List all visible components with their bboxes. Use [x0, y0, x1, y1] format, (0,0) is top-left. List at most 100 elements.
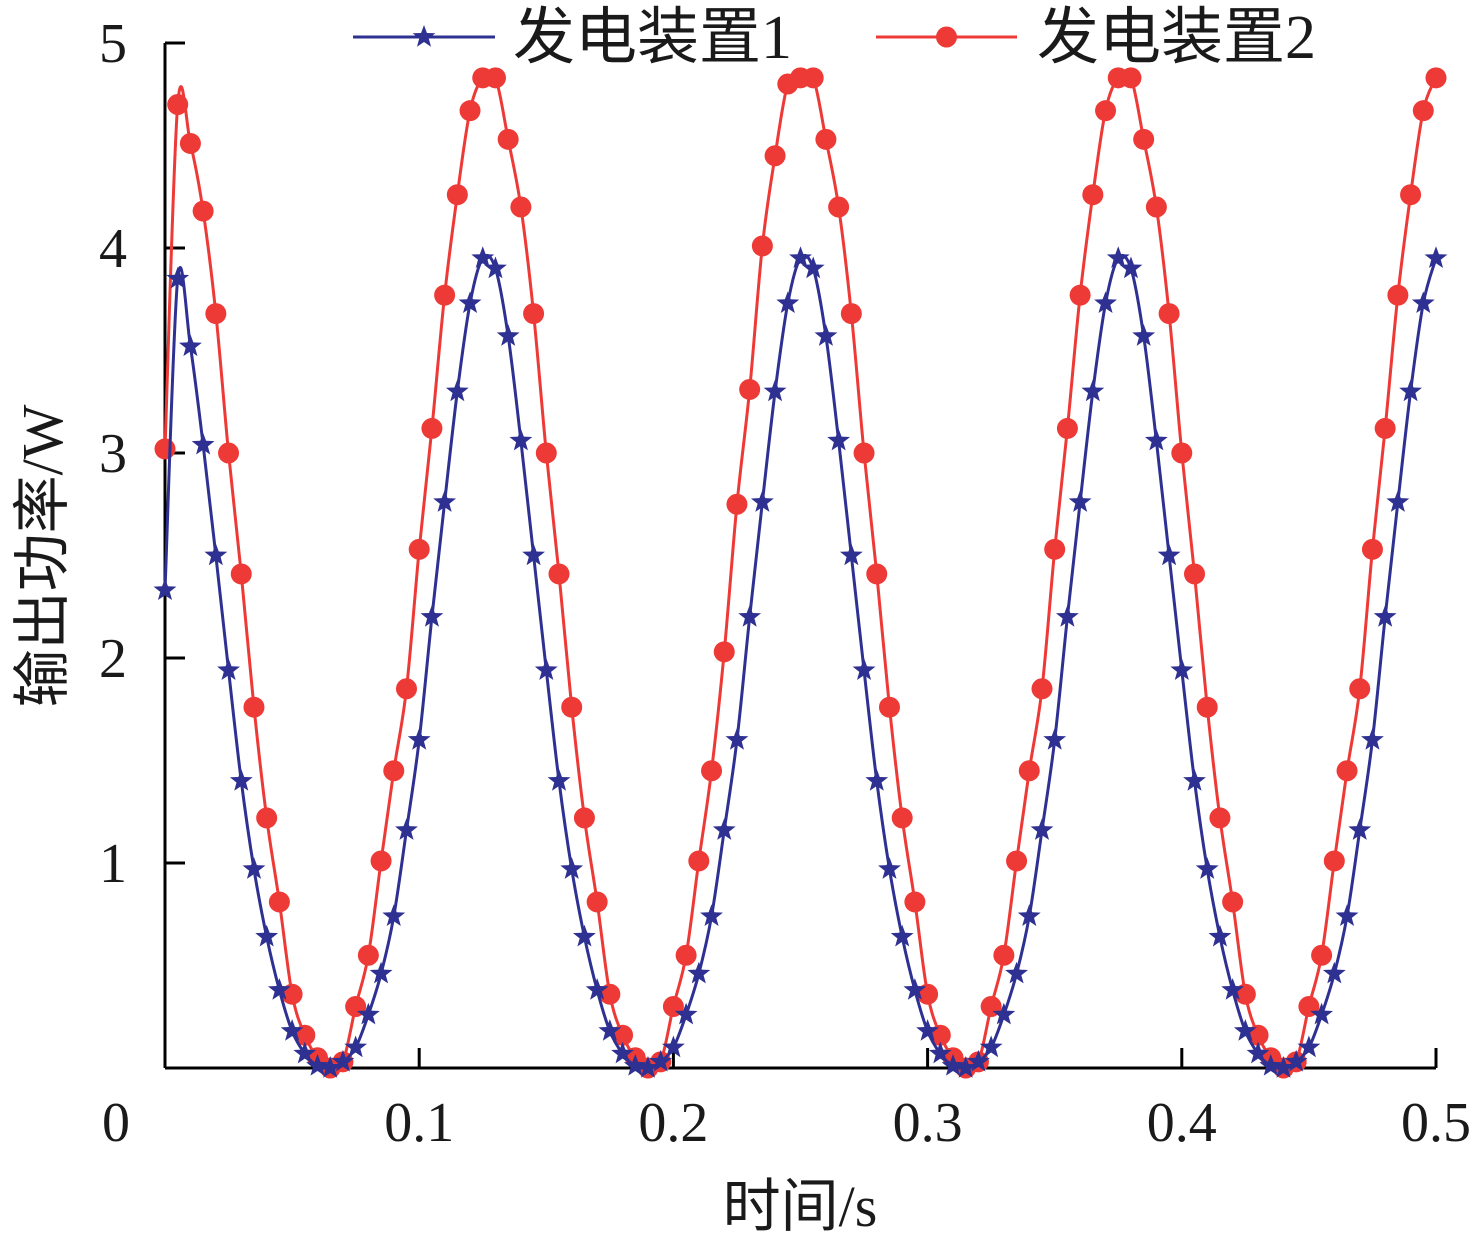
series-2-point — [218, 442, 240, 464]
series-2-point — [154, 438, 176, 460]
legend-item-2: 发电装置2 — [876, 4, 1316, 72]
series-1-point — [522, 543, 545, 566]
series-2-point — [561, 696, 583, 718]
series-2-point — [1196, 696, 1218, 718]
series-2-point — [751, 235, 773, 257]
series-2-point — [535, 442, 557, 464]
series-1-point — [179, 334, 202, 357]
series-1-point — [1272, 1056, 1295, 1078]
series-1-point — [903, 978, 927, 1000]
series-2-point — [421, 417, 443, 439]
series-layer — [153, 67, 1448, 1079]
series-2-point — [840, 303, 862, 325]
series-1-point — [611, 1041, 634, 1064]
series-1-point — [712, 818, 736, 840]
series-1-point — [356, 1002, 380, 1025]
series-2-point — [891, 807, 913, 829]
series-1-point — [674, 1002, 698, 1025]
series-2-point — [1158, 303, 1180, 325]
legend-label: 发电装置1 — [513, 4, 792, 72]
series-1-point — [420, 605, 444, 627]
series-1-point — [1132, 324, 1156, 346]
y-tick-label: 3 — [99, 423, 127, 485]
x-tick-label: 0.1 — [384, 1092, 454, 1154]
series-1-point — [763, 379, 787, 402]
series-2-point — [1095, 100, 1117, 122]
series-1-point — [1030, 818, 1054, 840]
series-2-point — [205, 303, 227, 325]
series-1-point — [776, 291, 800, 314]
series-1-point — [1335, 904, 1359, 927]
series-1-point — [382, 904, 406, 927]
series-1-point — [1081, 379, 1105, 402]
series-1-point — [1259, 1053, 1283, 1076]
series-2-point — [1400, 184, 1422, 206]
series-1-point — [928, 1041, 952, 1064]
series-2-point — [179, 132, 201, 154]
series-1-point — [789, 246, 812, 268]
y-tick-label: 4 — [99, 218, 127, 280]
x-tick-label: 0.3 — [893, 1092, 963, 1154]
series-1-point — [217, 658, 240, 681]
series-2-point — [548, 563, 570, 585]
series-1-point — [1246, 1041, 1270, 1064]
series-1-point — [509, 428, 533, 451]
series-1-point — [1361, 728, 1384, 750]
series-1-point — [1094, 291, 1117, 314]
series-2-point — [866, 563, 888, 585]
series-2-point — [1133, 128, 1155, 150]
series-2-point — [395, 678, 417, 700]
series-1-point — [941, 1053, 965, 1076]
series-1-point — [573, 924, 596, 947]
x-tick-label: 0.2 — [638, 1092, 708, 1154]
series-1-point — [369, 961, 393, 984]
series-1-point — [293, 1041, 317, 1064]
series-1-point — [827, 428, 851, 451]
series-1-point — [1195, 857, 1219, 879]
series-2-point — [1412, 100, 1434, 122]
series-1-point — [1297, 1035, 1321, 1058]
series-1-point — [1221, 978, 1245, 1000]
y-tick-label: 5 — [99, 13, 127, 75]
series-1-point — [560, 857, 584, 879]
series-2-point — [268, 891, 290, 913]
series-2-point — [815, 128, 837, 150]
series-1-point — [623, 1053, 647, 1076]
series-1-point — [661, 1035, 685, 1058]
series-2-point — [192, 200, 214, 222]
series-2-point — [573, 807, 595, 829]
series-2-point — [739, 378, 761, 400]
series-1-point — [1043, 728, 1067, 750]
axes: 1 2 3 4 5 0 0.1 0.2 0.3 0.4 0.5 — [99, 13, 1471, 1154]
series-1-point — [979, 1035, 1003, 1058]
series-2-point — [1120, 67, 1142, 89]
series-1-point — [1348, 818, 1372, 840]
series-2-point — [434, 284, 456, 306]
series-1-point — [916, 1019, 940, 1041]
series-1-point — [229, 769, 253, 791]
series-2-point — [878, 696, 900, 718]
series-1-point — [242, 857, 266, 879]
series-2-point — [802, 67, 824, 89]
series-1-point — [865, 769, 889, 791]
series-2-point — [383, 760, 405, 782]
series-1-point — [1056, 605, 1079, 627]
series-1-point — [318, 1056, 342, 1078]
series-1-point — [1233, 1019, 1257, 1041]
series-1-point — [814, 324, 838, 346]
series-1-point — [280, 1019, 304, 1041]
legend-swatch-point — [412, 25, 436, 47]
series-2-point — [1184, 563, 1206, 585]
series-2-point — [904, 891, 926, 913]
series-2-point — [675, 944, 697, 966]
series-2-point — [1425, 67, 1447, 89]
series-1-point — [407, 728, 431, 750]
series-1-point — [1208, 924, 1232, 947]
series-1-point — [967, 1049, 990, 1072]
legend-label: 发电装置2 — [1037, 4, 1316, 72]
series-1-point — [547, 769, 571, 791]
series-2-point — [1082, 184, 1104, 206]
series-1-point — [700, 904, 723, 927]
